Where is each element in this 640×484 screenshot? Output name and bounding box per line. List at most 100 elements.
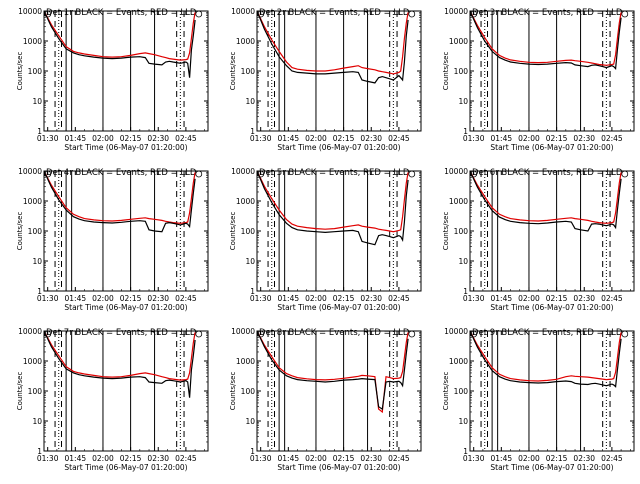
y-tick-label: 10000 [231,327,255,336]
panel-title: Det 5r BLACK = Events, RED = LLD [259,168,410,178]
series-line-events [469,10,622,70]
y-tick-label: 10 [32,257,42,266]
x-tick-label: 02:45 [388,134,410,143]
x-tick-label: 02:00 [92,134,114,143]
x-tick-label: 02:15 [120,294,142,303]
x-tick-label: 02:30 [360,454,382,463]
y-axis-label: Counts/sec [442,372,450,411]
series-line-lld [43,170,196,224]
x-tick-label: 01:45 [65,134,87,143]
y-tick-label: 10 [245,417,255,426]
y-tick-label: 100 [454,387,469,396]
x-tick-label: 02:30 [147,294,169,303]
plot-frame [469,170,635,292]
y-tick-label: 100 [28,67,43,76]
y-tick-label: 10 [245,257,255,266]
x-axis-label: Start Time (06-May-07 01:20:00) [64,463,187,472]
y-tick-label: 10000 [231,7,255,16]
panel-title: Det 4r BLACK = Events, RED = LLD [46,168,197,178]
y-axis-label: Counts/sec [442,212,450,251]
x-tick-label: 01:45 [278,134,300,143]
y-axis-label: Counts/sec [16,372,24,411]
x-tick-label: 01:30 [250,134,272,143]
x-tick-label: 02:15 [120,134,142,143]
y-tick-label: 1000 [23,357,42,366]
series-line-lld [256,170,409,233]
y-tick-label: 10 [458,257,468,266]
y-axis-label: Counts/sec [229,372,237,411]
detector-panel-8: Det 8r BLACK = Events, RED = LLD 1 10 100 10… [229,327,422,472]
x-tick-label: 02:45 [601,294,623,303]
y-tick-label: 1000 [23,197,42,206]
x-tick-label: 01:30 [37,454,59,463]
panel-title: Det 2r BLACK = Events, RED = LLD [259,8,410,18]
x-tick-label: 02:45 [388,294,410,303]
y-tick-label: 1000 [236,197,255,206]
panel-title: Det 8r BLACK = Events, RED = LLD [259,328,410,338]
y-tick-label: 1 [37,127,42,136]
y-tick-label: 10 [32,417,42,426]
y-tick-label: 100 [28,227,43,236]
y-tick-label: 10000 [18,167,42,176]
plot-frame [256,10,422,132]
x-axis-label: Start Time (06-May-07 01:20:00) [490,463,613,472]
y-tick-label: 10000 [231,167,255,176]
y-axis-label: Counts/sec [229,212,237,251]
x-axis-label: Start Time (06-May-07 01:20:00) [277,143,400,152]
detector-panel-4: Det 4r BLACK = Events, RED = LLD 1 10 100 10… [16,167,209,312]
x-tick-label: 01:30 [250,294,272,303]
y-tick-label: 1 [37,447,42,456]
detector-panel-7: Det 7r BLACK = Events, RED = LLD 1 10 100 10… [16,327,209,472]
series-line-events [43,170,196,233]
end-marker [195,170,203,178]
x-tick-label: 02:45 [601,454,623,463]
series-line-events [256,170,409,246]
x-tick-label: 02:00 [305,134,327,143]
x-axis-label: Start Time (06-May-07 01:20:00) [64,143,187,152]
x-tick-label: 01:45 [491,134,513,143]
x-tick-label: 02:15 [333,134,355,143]
plot-frame [43,330,209,452]
y-tick-label: 100 [28,387,43,396]
series-line-lld [43,10,196,61]
detector-panel-2: Det 2r BLACK = Events, RED = LLD 1 10 100 10… [229,7,422,152]
x-tick-label: 02:00 [305,454,327,463]
y-tick-label: 1000 [449,37,468,46]
y-tick-label: 100 [241,387,256,396]
y-tick-label: 1 [463,127,468,136]
series-line-lld [256,330,409,414]
x-tick-label: 01:30 [463,454,485,463]
end-marker [621,10,629,18]
end-marker [621,170,629,178]
end-marker [195,330,203,338]
series-line-events [43,10,196,78]
end-marker [408,10,416,18]
x-tick-label: 02:15 [120,454,142,463]
series-line-lld [256,10,409,75]
x-tick-label: 02:45 [175,134,197,143]
series-line-events [256,330,409,411]
plot-frame [43,10,209,132]
y-tick-label: 100 [241,227,256,236]
y-tick-label: 10 [458,417,468,426]
end-marker [408,330,416,338]
x-tick-label: 02:30 [573,294,595,303]
x-tick-label: 02:00 [92,454,114,463]
y-tick-label: 1000 [23,37,42,46]
y-tick-label: 100 [241,67,256,76]
x-axis-label: Start Time (06-May-07 01:20:00) [277,303,400,312]
x-tick-label: 02:30 [573,134,595,143]
x-tick-label: 02:30 [360,294,382,303]
end-marker [195,10,203,18]
detector-panel-6: Det 6r BLACK = Events, RED = LLD 1 10 100 10… [442,167,635,312]
y-tick-label: 10000 [18,7,42,16]
panel-title: Det 6r BLACK = Events, RED = LLD [472,168,623,178]
y-tick-label: 10 [245,97,255,106]
x-tick-label: 02:30 [360,134,382,143]
x-tick-label: 02:00 [518,454,540,463]
x-tick-label: 01:45 [491,294,513,303]
x-tick-label: 02:45 [175,294,197,303]
x-tick-label: 01:45 [278,294,300,303]
